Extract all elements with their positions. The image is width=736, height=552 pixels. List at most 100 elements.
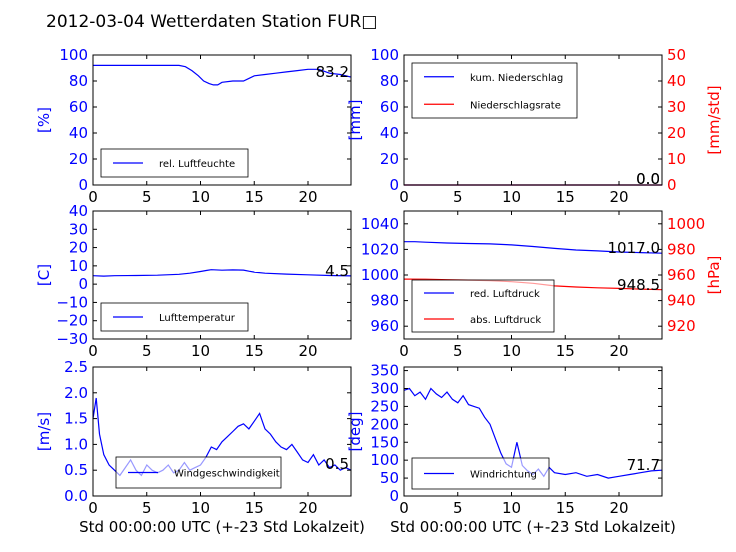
x-tick-label: 10	[502, 342, 521, 360]
y-tick-label: 10	[69, 257, 88, 275]
y-tick-label: 0	[389, 176, 399, 194]
series-line-1	[93, 64, 352, 86]
y-tick-label: 20	[380, 150, 399, 168]
current-value-label: 0.0	[636, 170, 660, 188]
y-tick-label: 250	[370, 397, 399, 415]
y-tick-label: 1.0	[64, 435, 88, 453]
x-tick-label: 5	[453, 342, 463, 360]
x-tick-label: 15	[556, 499, 575, 517]
x-tick-label: 5	[142, 499, 152, 517]
axes-frame	[92, 366, 352, 497]
x-tick-label: 5	[453, 188, 463, 206]
y2-axis-label: [mm/std]	[705, 85, 723, 154]
legend-box	[411, 457, 550, 490]
legend-box	[411, 279, 555, 333]
current-value-label: 1017.0	[608, 239, 661, 257]
current-value-label: 0.5	[325, 455, 349, 473]
y2-tick-label: 40	[667, 72, 686, 90]
y-tick-label: 0.5	[64, 461, 88, 479]
precipitation-panel: 0 5 10 15 20 0 20 40 60 80 100 0 10 20 30 40 50 [mm] [mm/s…	[346, 46, 723, 206]
legend-label: Lufttemperatur	[159, 313, 236, 324]
y-tick-label: 30	[69, 220, 88, 238]
x-tick-label: 0	[399, 499, 409, 517]
legend-label: Niederschlagsrate	[470, 100, 561, 111]
y-tick-label: 60	[380, 98, 399, 116]
y-tick-label: 1.5	[64, 410, 88, 428]
figure-title: 2012-03-04 Wetterdaten Station FUR□	[46, 12, 377, 32]
y-tick-label: 980	[370, 292, 399, 310]
y-tick-label: −20	[56, 312, 88, 330]
y-tick-label: 2.0	[64, 384, 88, 402]
humidity-panel: 0 5 10 15 20 0 20 40 60 80 100 [%] rel. Luftfeuchte 8…	[35, 46, 352, 206]
x-tick-label: 5	[142, 342, 152, 360]
y-tick-label: 60	[69, 98, 88, 116]
legend-box	[411, 62, 578, 119]
y-tick-label: −30	[56, 330, 88, 348]
y-tick-label: 100	[370, 46, 399, 64]
axes-frame	[403, 54, 663, 186]
x-tick-label: 15	[556, 188, 575, 206]
y2-tick-label: 980	[667, 240, 696, 258]
legend-label: red. Luftdruck	[470, 289, 540, 300]
legend-label: abs. Luftdruck	[470, 315, 541, 326]
current-value-label: 83.2	[316, 63, 349, 81]
x-tick-label: 20	[298, 342, 317, 360]
y-tick-label: 100	[59, 46, 88, 64]
y-axis-label: [m/s]	[35, 412, 53, 451]
x-tick-label: 0	[88, 499, 98, 517]
x-axis-label: Std 00:00:00 UTC (+-23 Std Lokalzeit)	[390, 518, 676, 536]
current-value-label: 4.5	[325, 262, 349, 280]
y-tick-label: 0.0	[64, 487, 88, 505]
y-axis-label: [C]	[35, 264, 53, 286]
x-tick-label: 10	[502, 188, 521, 206]
y2-tick-label: 940	[667, 292, 696, 310]
y2-tick-label: 960	[667, 266, 696, 284]
y-tick-label: 1020	[361, 240, 399, 258]
y-tick-label: 0	[78, 176, 88, 194]
wind-speed-panel: 0 5 10 15 20 0.0 0.5 1.0 1.5 2.0 2.5 [m/s] Std 00:00…	[35, 358, 365, 536]
x-tick-label: 20	[298, 188, 317, 206]
x-tick-label: 20	[609, 499, 628, 517]
x-tick-label: 0	[88, 188, 98, 206]
x-tick-label: 10	[502, 499, 521, 517]
y-tick-label: 80	[69, 72, 88, 90]
y-tick-label: 80	[380, 72, 399, 90]
x-tick-label: 0	[88, 342, 98, 360]
y-axis-label: [deg]	[346, 412, 364, 452]
current-value-label: 0.0	[636, 170, 660, 188]
y2-axis-label: [hPa]	[705, 256, 723, 295]
x-tick-label: 0	[399, 188, 409, 206]
y2-tick-label: 1000	[667, 215, 705, 233]
pressure-panel: 0 5 10 15 20 960 980 1000 1020 1040 920 940 960 980 10…	[361, 210, 723, 360]
y-tick-label: 100	[370, 451, 399, 469]
y-tick-label: 0	[78, 275, 88, 293]
x-tick-label: 0	[399, 342, 409, 360]
y2-tick-label: 30	[667, 98, 686, 116]
y2-tick-label: 920	[667, 317, 696, 335]
axes-frame	[92, 54, 352, 186]
x-tick-label: 5	[453, 499, 463, 517]
y-tick-label: 20	[69, 150, 88, 168]
x-tick-label: 20	[609, 188, 628, 206]
y-tick-label: 40	[380, 124, 399, 142]
y-tick-label: 50	[380, 469, 399, 487]
x-tick-label: 10	[191, 342, 210, 360]
y-axis-label: [mm]	[346, 100, 364, 141]
temperature-panel: 0 5 10 15 20−30−20−10010203040[C]Lufttempera…	[35, 202, 352, 360]
legend-label: Windrichtung	[470, 470, 537, 481]
y-tick-label: 40	[69, 124, 88, 142]
x-tick-label: 15	[245, 499, 264, 517]
x-tick-label: 15	[245, 188, 264, 206]
x-tick-label: 10	[191, 188, 210, 206]
y-tick-label: 350	[370, 362, 399, 380]
y-tick-label: 150	[370, 433, 399, 451]
y-tick-label: 2.5	[64, 358, 88, 376]
legend-label: Windgeschwindigkeit	[174, 469, 280, 480]
y2-tick-label: 0	[667, 176, 677, 194]
y-tick-label: 300	[370, 380, 399, 398]
axes-frame	[92, 210, 352, 340]
x-tick-label: 20	[609, 342, 628, 360]
series-line-1	[92, 269, 352, 277]
